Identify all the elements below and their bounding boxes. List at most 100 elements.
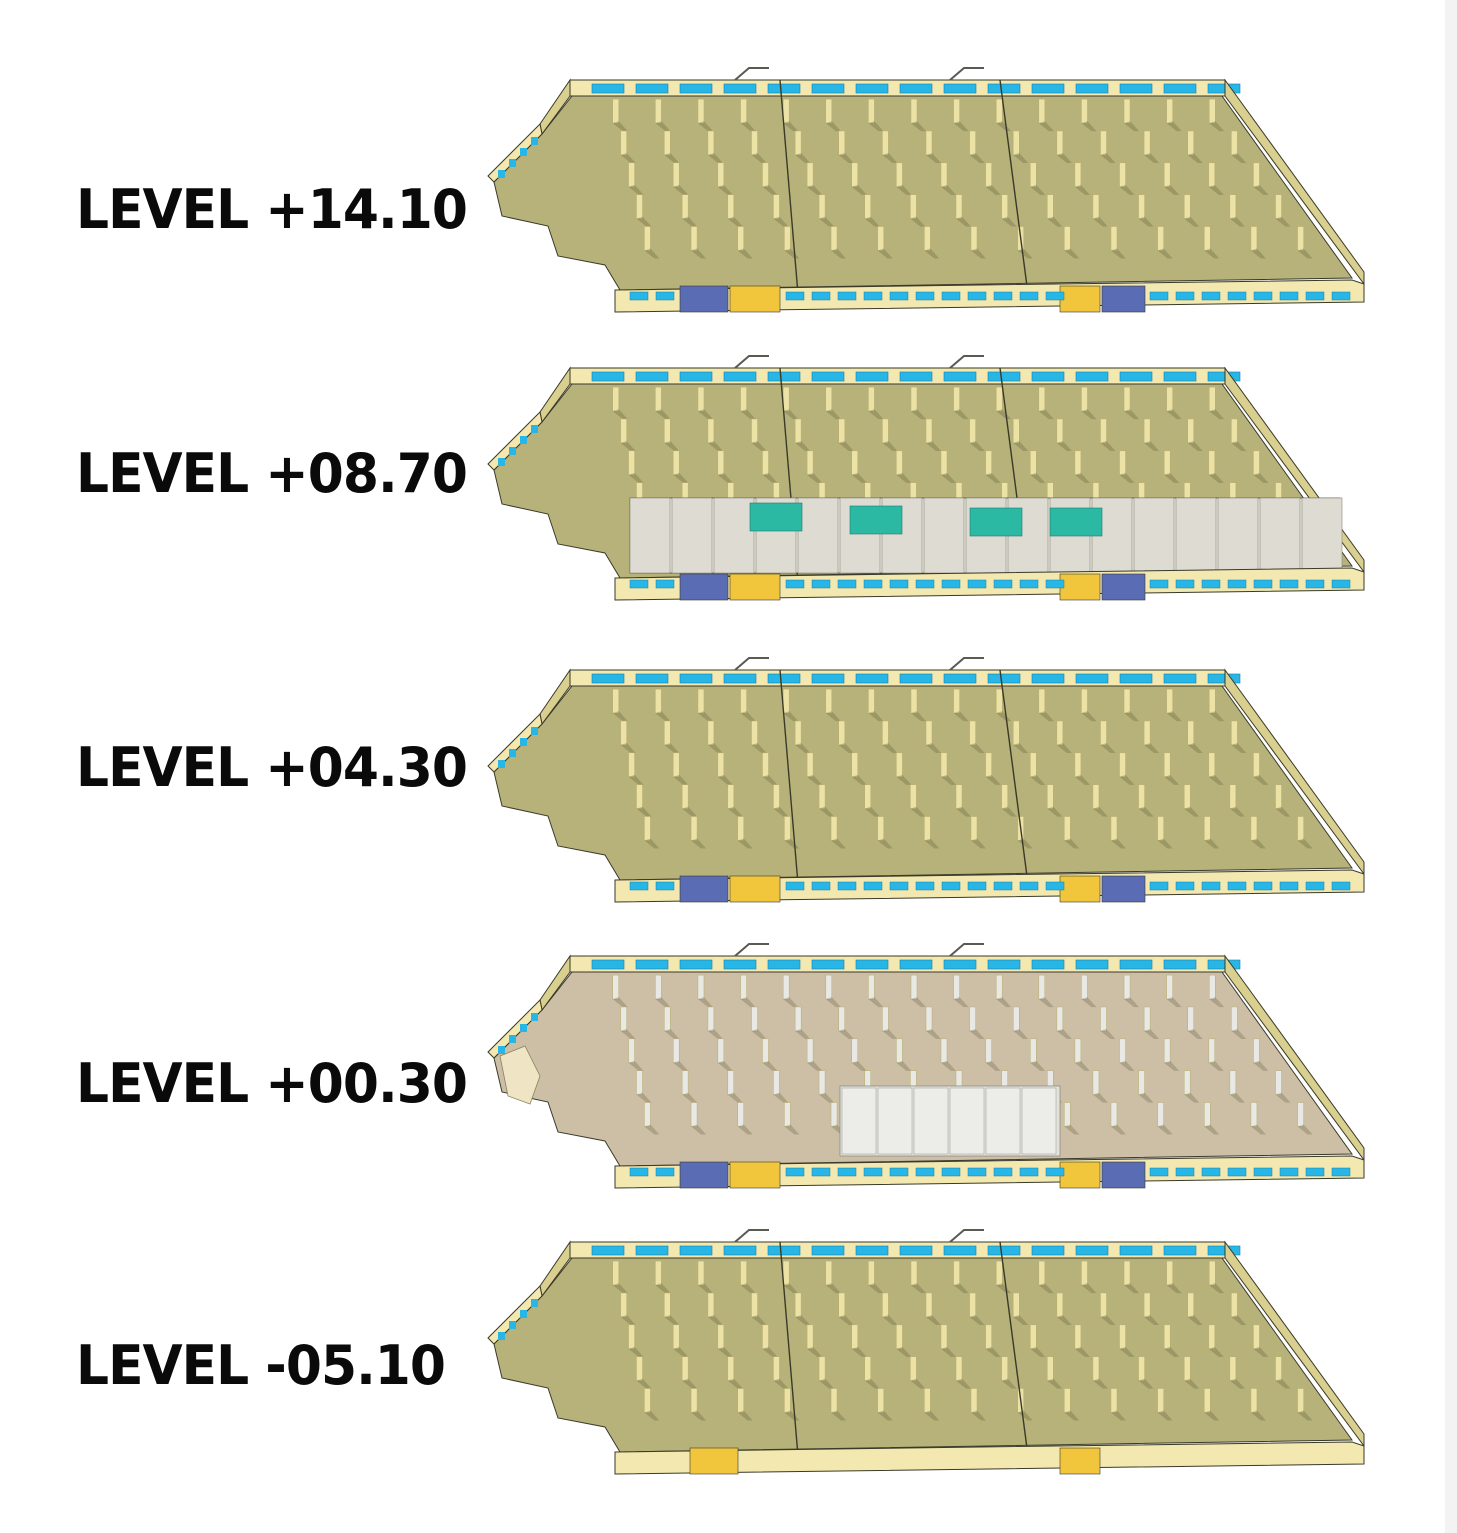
column — [664, 418, 671, 444]
partition-wall — [779, 669, 799, 885]
column — [1074, 752, 1082, 778]
column — [877, 816, 884, 841]
column-shadow — [682, 1092, 698, 1103]
column-shadow — [1250, 1124, 1266, 1135]
column — [1092, 1356, 1100, 1381]
column-shadow — [795, 742, 811, 753]
window-icon — [655, 881, 675, 891]
window-icon — [1031, 83, 1065, 94]
level-row-0510: LEVEL -05.10 — [0, 1222, 1457, 1492]
column — [1038, 1260, 1046, 1286]
column-shadow — [882, 152, 898, 163]
column — [784, 226, 791, 251]
column-shadow — [956, 1378, 971, 1389]
window-icon — [1331, 881, 1351, 891]
column — [1208, 1038, 1216, 1064]
floor-plan-3d — [487, 943, 1365, 1189]
column-shadow — [612, 1283, 628, 1294]
column — [910, 974, 918, 1000]
column-shadow — [1187, 152, 1203, 163]
column-shadow — [1030, 472, 1046, 483]
column-shadow — [612, 997, 628, 1008]
column — [1038, 386, 1046, 412]
column-shadow — [1157, 1124, 1173, 1135]
column — [806, 1038, 814, 1064]
column-shadow — [1253, 472, 1269, 483]
window-icon — [1119, 371, 1153, 382]
column-shadow — [868, 121, 884, 132]
column-shadow — [1074, 472, 1090, 483]
facade-panel — [679, 875, 729, 903]
window-icon — [1119, 673, 1153, 684]
window-icon — [915, 1167, 935, 1177]
column-shadow — [644, 248, 660, 259]
column-shadow — [1250, 248, 1266, 259]
column — [672, 752, 680, 778]
window-icon — [811, 579, 831, 589]
window-icon — [855, 1245, 889, 1256]
column-shadow — [953, 1283, 969, 1294]
window-icon — [943, 83, 977, 94]
column — [868, 1260, 875, 1286]
column-shadow — [1208, 184, 1224, 195]
column-shadow — [1297, 1410, 1313, 1421]
roof-vent-icon — [949, 943, 984, 957]
partition-wall — [779, 79, 799, 295]
column-shadow — [655, 409, 671, 420]
column-shadow — [1047, 216, 1063, 227]
window-icon — [889, 291, 909, 301]
window-icon — [967, 1167, 987, 1177]
column — [830, 1102, 838, 1127]
column — [969, 1292, 976, 1318]
window-icon — [1075, 1245, 1109, 1256]
window-icon — [1279, 1167, 1299, 1177]
window-icon — [655, 1167, 675, 1177]
column-shadow — [784, 838, 800, 849]
column-shadow — [751, 440, 767, 451]
column — [830, 226, 838, 251]
column-shadow — [838, 1028, 854, 1039]
column — [782, 386, 790, 412]
column — [1157, 1102, 1164, 1127]
column — [751, 130, 758, 156]
column-shadow — [655, 997, 671, 1008]
window-icon — [785, 1167, 805, 1177]
column — [1012, 1006, 1020, 1032]
column — [1183, 194, 1191, 219]
column-shadow — [612, 409, 628, 420]
teal-room — [849, 505, 903, 535]
column-shadow — [1144, 440, 1160, 451]
column-shadow — [664, 152, 680, 163]
column — [818, 1070, 826, 1095]
front-wall — [614, 279, 1365, 313]
room — [1175, 497, 1217, 574]
column — [762, 450, 769, 476]
column — [1056, 1292, 1064, 1318]
column — [1030, 450, 1037, 476]
window-icon — [1305, 579, 1325, 589]
column — [896, 162, 903, 188]
column-shadow — [996, 1283, 1012, 1294]
roof-vent-icon — [734, 355, 769, 369]
column — [851, 1038, 858, 1064]
column-shadow — [1166, 997, 1182, 1008]
column-shadow — [1164, 184, 1180, 195]
column — [995, 974, 1003, 1000]
column — [953, 98, 960, 124]
column-shadow — [882, 1314, 898, 1325]
column — [794, 418, 802, 444]
floor-plan-3d — [487, 657, 1365, 903]
window-icon — [635, 673, 669, 684]
column-shadow — [1092, 1092, 1108, 1103]
column-shadow — [1119, 1346, 1135, 1357]
column — [1163, 450, 1171, 476]
column — [1030, 752, 1037, 778]
column — [995, 98, 1003, 124]
column — [1074, 450, 1082, 476]
column — [985, 1324, 992, 1350]
column-shadow — [819, 1092, 835, 1103]
column — [784, 1102, 791, 1127]
column — [655, 974, 662, 1000]
column-shadow — [783, 121, 799, 132]
